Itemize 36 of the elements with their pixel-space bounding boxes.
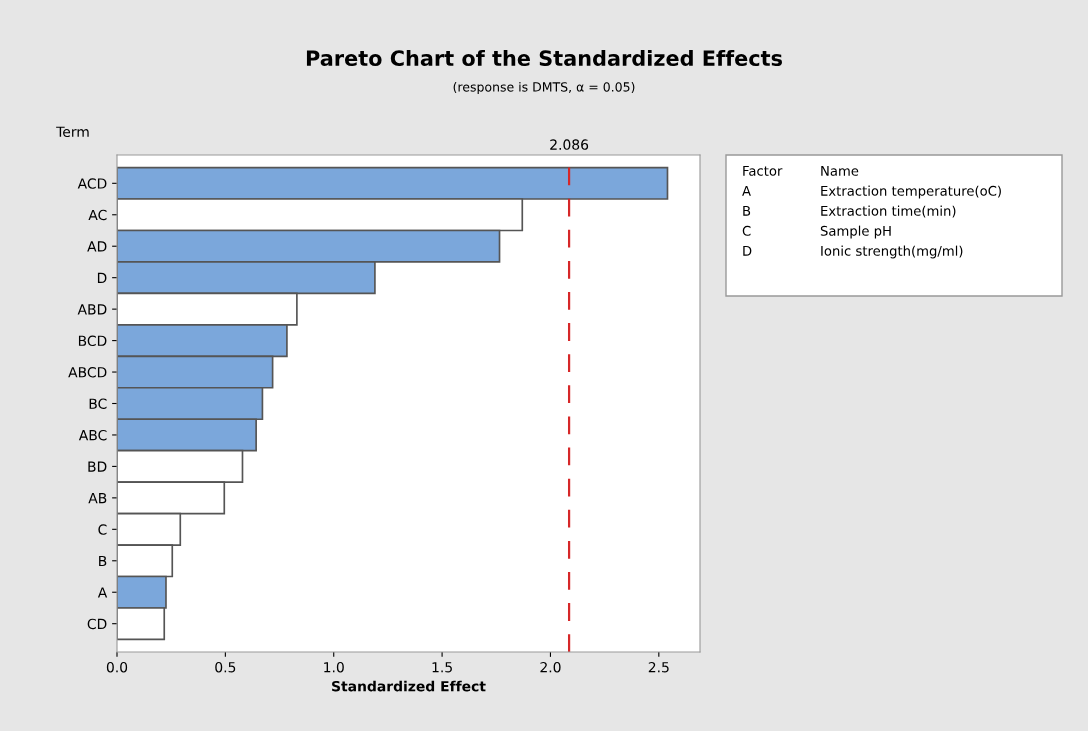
y-tick-label: AB xyxy=(88,493,107,504)
y-tick-label: ABD xyxy=(77,304,107,315)
y-tick-label: B xyxy=(99,555,107,567)
y-tick-label: BCD xyxy=(78,335,107,347)
x-tick-label: 0.0 xyxy=(106,661,128,673)
chart-title: Pareto Chart of the Standardized Effects xyxy=(306,49,782,67)
x-axis-title: Standardized Effect xyxy=(332,680,486,692)
x-tick-label: 0.5 xyxy=(215,661,236,673)
y-tick-label: ABCD xyxy=(68,367,107,378)
y-tick-label: A xyxy=(97,587,108,598)
text: Extraction temperature(oC) xyxy=(821,185,1001,199)
y-tick-label: AD xyxy=(87,241,107,252)
text: D xyxy=(743,246,752,256)
chart-subtitle: (response is DMTS, α = 0.05) xyxy=(453,81,635,95)
text: Sample pH xyxy=(820,225,891,239)
y-tick-label: BC xyxy=(89,398,107,409)
x-tick-label: 1.0 xyxy=(324,661,344,673)
text: B xyxy=(743,206,751,216)
y-tick-label: D xyxy=(97,272,107,283)
text: Name xyxy=(821,166,859,176)
text: Ionic strength(mg/ml) xyxy=(821,245,963,259)
y-axis-title: Term xyxy=(56,126,89,138)
x-tick-label: 1.5 xyxy=(432,662,452,673)
y-tick-label: CD xyxy=(87,618,107,630)
x-tick-label: 2.5 xyxy=(648,661,669,673)
text: A xyxy=(742,186,751,196)
ref-line-label: 2.086 xyxy=(550,139,589,150)
text: Extraction time(min) xyxy=(821,205,956,218)
y-tick-label: ACD xyxy=(77,178,107,189)
y-tick-label: C xyxy=(98,524,107,535)
x-tick-label: 2.0 xyxy=(540,661,561,673)
text: C xyxy=(742,225,751,236)
y-tick-label: BD xyxy=(88,461,107,472)
y-tick-label: ABC xyxy=(78,429,107,441)
text: Factor xyxy=(743,166,783,176)
y-tick-label: AC xyxy=(88,209,107,221)
